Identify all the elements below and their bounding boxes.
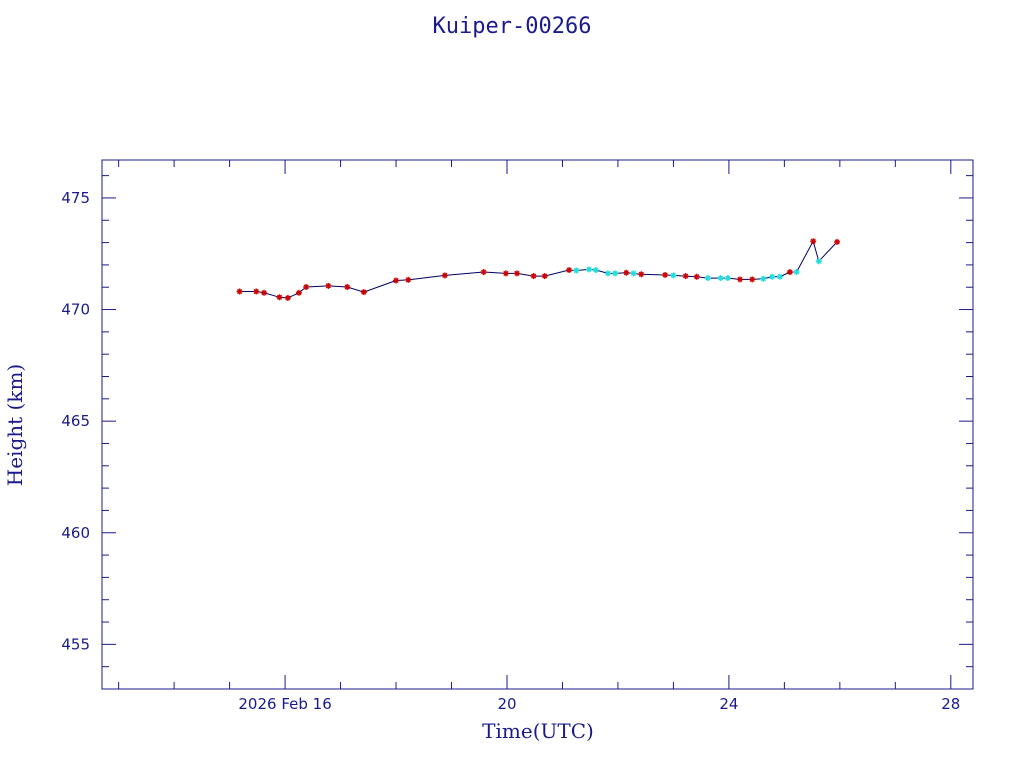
data-point-marker — [530, 273, 537, 280]
data-point-marker — [662, 271, 669, 278]
tick-labels: 2026 Feb 16 20 24 28 455 460 465 470 475 — [61, 189, 960, 713]
data-point-marker — [541, 273, 548, 280]
y-tick-label: 455 — [61, 635, 90, 653]
data-point-marker — [793, 269, 800, 276]
data-point-marker — [405, 276, 412, 283]
data-point-marker — [502, 270, 509, 277]
data-point-marker — [810, 238, 817, 245]
series-line — [239, 239, 838, 299]
data-point-marker — [630, 270, 637, 277]
data-point-marker — [717, 275, 724, 282]
x-tick-label: 28 — [941, 695, 960, 713]
data-point-marker — [284, 294, 291, 301]
y-tick-label: 475 — [61, 189, 90, 207]
axis-ticks — [102, 160, 973, 690]
data-point-marker — [573, 267, 580, 274]
x-tick-label: 20 — [497, 695, 516, 713]
data-point-marker — [480, 269, 487, 276]
data-point-marker — [749, 276, 756, 283]
data-point-marker — [276, 294, 283, 301]
data-point-marker — [834, 238, 841, 245]
data-point-marker — [760, 275, 767, 282]
data-point-marker — [736, 276, 743, 283]
data-point-marker — [682, 273, 689, 280]
data-point-marker — [253, 288, 260, 295]
data-point-marker — [769, 273, 776, 280]
x-tick-label: 2026 Feb 16 — [238, 695, 331, 713]
data-point-marker — [815, 258, 822, 265]
data-point-marker — [638, 271, 645, 278]
x-axis-label: Time(UTC) — [482, 719, 594, 743]
chart-title: Kuiper-00266 — [432, 14, 592, 39]
y-axis-label: Height (km) — [3, 364, 27, 486]
x-tick-label: 24 — [719, 695, 738, 713]
data-point-marker — [344, 284, 351, 291]
data-point-marker — [513, 270, 520, 277]
data-point-marker — [786, 269, 793, 276]
plot-frame — [101, 159, 974, 690]
data-point-marker — [586, 266, 593, 273]
data-point-marker — [623, 269, 630, 276]
data-point-marker — [325, 282, 332, 289]
data-point-marker — [393, 277, 400, 284]
data-point-marker — [260, 289, 267, 296]
data-point-marker — [236, 288, 243, 295]
data-point-marker — [441, 272, 448, 279]
data-point-marker — [704, 275, 711, 282]
data-point-marker — [566, 267, 573, 274]
data-point-marker — [360, 289, 367, 296]
y-tick-label: 470 — [61, 301, 90, 319]
y-tick-label: 460 — [61, 524, 90, 542]
data-point-marker — [604, 270, 611, 277]
data-point-marker — [724, 275, 731, 282]
data-point-marker — [670, 272, 677, 279]
series-markers — [236, 238, 841, 301]
data-point-marker — [612, 270, 619, 277]
data-point-marker — [592, 267, 599, 274]
y-tick-label: 465 — [61, 412, 90, 430]
data-point-marker — [303, 284, 310, 291]
data-point-marker — [295, 289, 302, 296]
data-point-marker — [693, 273, 700, 280]
data-point-marker — [776, 273, 783, 280]
